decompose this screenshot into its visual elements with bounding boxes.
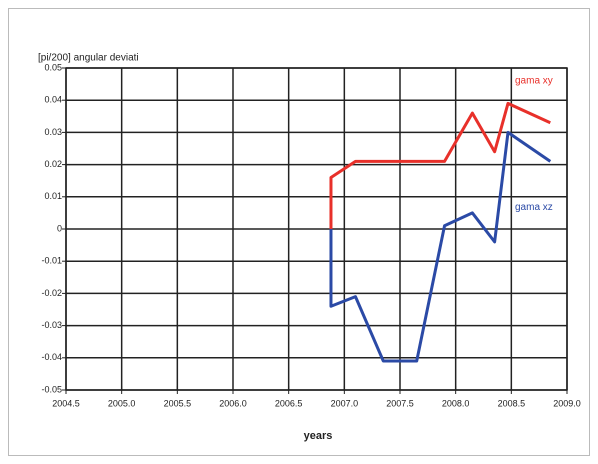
y-tick-label: -0.02 <box>41 288 62 298</box>
x-axis-title: years <box>304 430 333 442</box>
x-tick-label: 2006.0 <box>219 398 247 408</box>
series-line <box>329 101 551 229</box>
x-tick-label: 2005.5 <box>164 398 192 408</box>
series-line <box>329 130 552 363</box>
x-tick-label: 2007.0 <box>331 398 359 408</box>
x-tick-label: 2005.0 <box>108 398 136 408</box>
x-tick-label: 2007.5 <box>386 398 414 408</box>
x-tick-label: 2008.0 <box>442 398 470 408</box>
legend-label: gama xy <box>515 75 553 86</box>
y-tick-label: -0.01 <box>41 256 62 266</box>
x-tick-label: 2009.0 <box>553 398 581 408</box>
x-tick-label: 2006.5 <box>275 398 303 408</box>
y-tick-label: 0.03 <box>44 127 62 137</box>
y-tick-label: -0.03 <box>41 320 62 330</box>
y-tick-label: 0.02 <box>44 159 62 169</box>
y-tick-label: -0.05 <box>41 384 62 394</box>
plot-frame <box>65 67 568 391</box>
y-tick-label: -0.04 <box>41 352 62 362</box>
y-tick-label: 0.01 <box>44 191 62 201</box>
chart-title: [pi/200] angular deviati <box>38 53 139 64</box>
legend-label: gama xz <box>515 202 553 213</box>
x-tick-label: 2008.5 <box>498 398 526 408</box>
chart-border <box>8 8 590 456</box>
x-tick-label: 2004.5 <box>52 398 80 408</box>
y-tick-label: 0.04 <box>44 95 62 105</box>
y-tick-label: 0.05 <box>44 62 62 72</box>
y-tick-label: 0 <box>57 223 62 233</box>
